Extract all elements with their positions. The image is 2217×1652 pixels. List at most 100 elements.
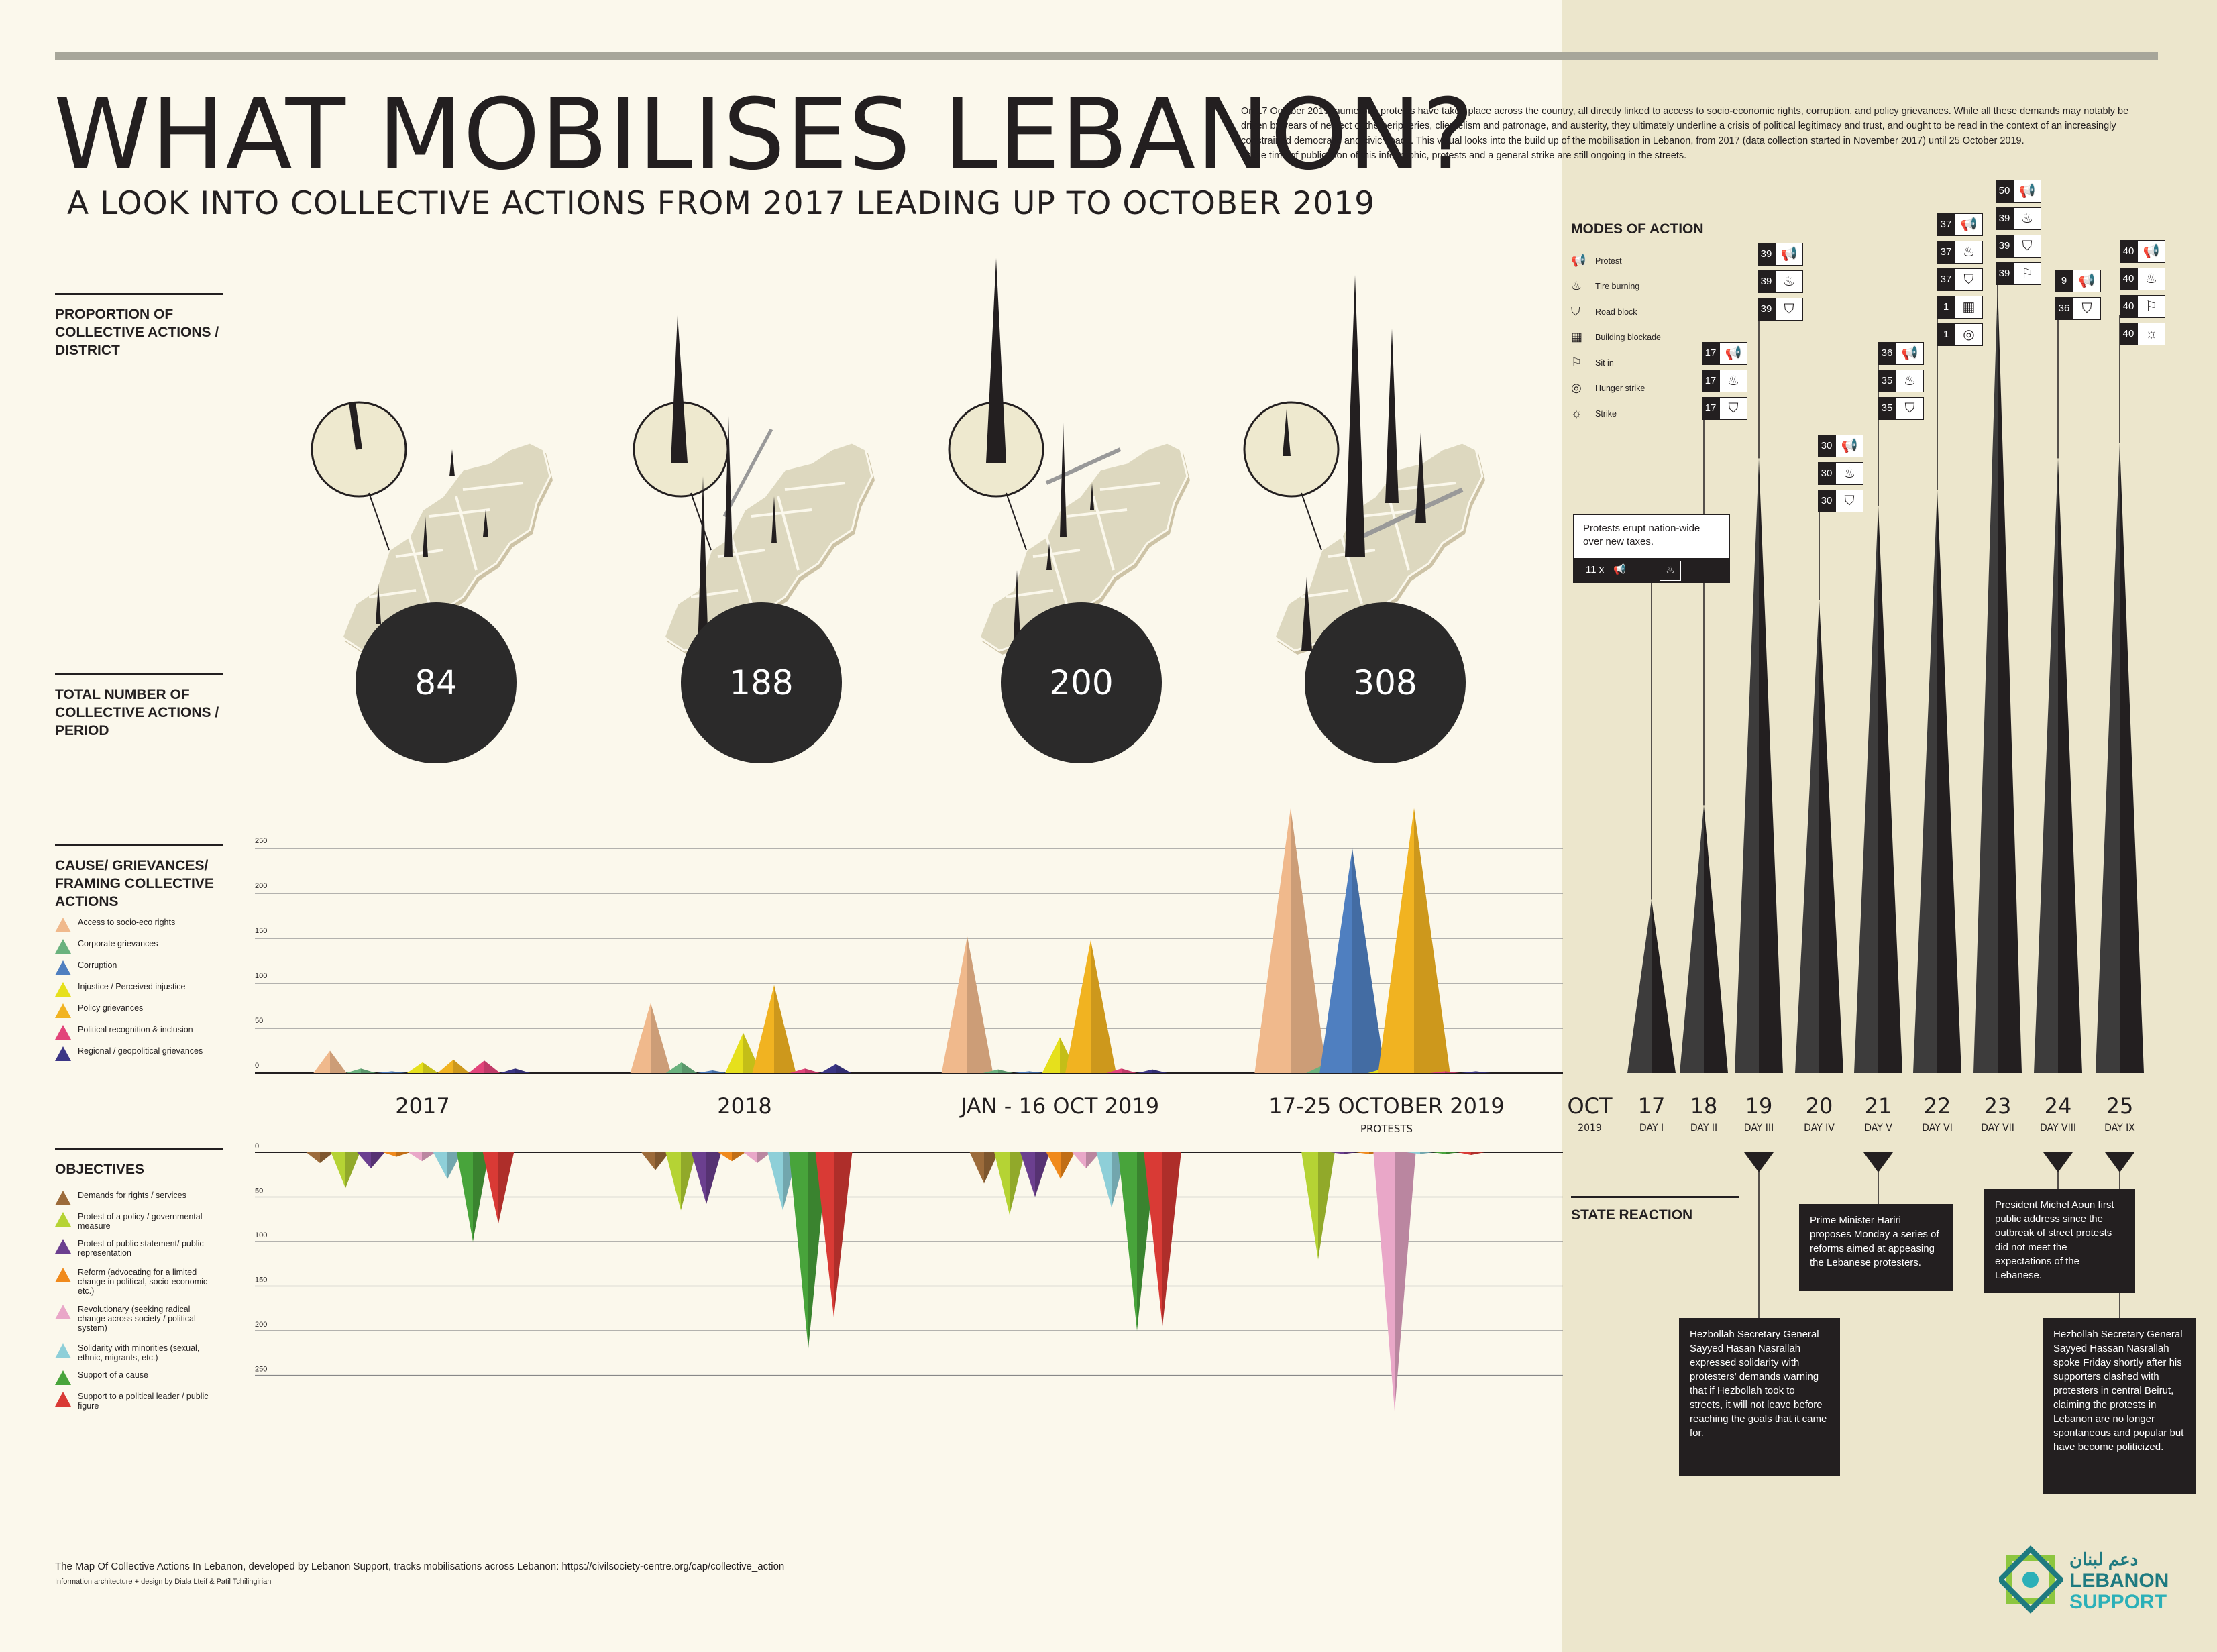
- modes-legend-label: Sit in: [1595, 358, 1614, 368]
- objective-peak-2-7: [1144, 1152, 1162, 1327]
- cause-tick-label: 100: [255, 972, 267, 980]
- top-rule: [55, 52, 2158, 60]
- mode-count-box: 30 📢: [1818, 435, 1863, 457]
- cause-peak-shade-0-3: [423, 1062, 439, 1073]
- cause-peak-1-1: [665, 1062, 682, 1073]
- mode-count-value: 37: [1937, 268, 1955, 291]
- day-spike-2: [1735, 458, 1759, 1073]
- objective-peak-shade-1-6: [808, 1152, 828, 1349]
- period-label-2017: 2017: [395, 1093, 450, 1119]
- objective-legend-label: Support to a political leader / public f…: [78, 1392, 209, 1411]
- cause-peak-shade-3-6: [1476, 1071, 1491, 1073]
- objective-legend-label: Reform (advocating for a limited change …: [78, 1268, 208, 1296]
- day-spike-0: [1627, 899, 1652, 1073]
- objective-peak-shade-2-4: [1086, 1152, 1100, 1168]
- day-spike-shade-2: [1759, 458, 1783, 1073]
- cause-peak-shade-2-4: [1091, 940, 1116, 1073]
- objective-peak-shade-2-3: [1061, 1152, 1075, 1179]
- mode-icon: ⚐: [2013, 262, 2041, 285]
- section-proportion: PROPORTION OF COLLECTIVE ACTIONS / DISTR…: [55, 293, 229, 360]
- objective-peak-shade-1-7: [834, 1152, 853, 1318]
- lebanon-support-logo: دعم لبنان LEBANON SUPPORT: [1996, 1543, 2169, 1620]
- objective-peak-3-1: [1301, 1152, 1318, 1260]
- objective-peak-2-5: [1096, 1152, 1112, 1208]
- mode-count-box: 39 ♨: [1758, 270, 1803, 293]
- section-objectives: OBJECTIVES: [55, 1148, 223, 1178]
- day-spike-shade-4: [1878, 506, 1902, 1073]
- mode-icon: ♨: [1896, 370, 1924, 392]
- objective-peak-shade-0-2: [371, 1152, 385, 1168]
- day-subtitle: DAY III: [1743, 1123, 1774, 1134]
- cause-peak-shade-1-2: [712, 1070, 728, 1073]
- objective-peak-shade-0-4: [422, 1152, 436, 1162]
- day-label: 22 DAY VI: [1900, 1093, 1974, 1134]
- triangle-icon: [55, 1305, 71, 1319]
- mode-icon: ⚐: [2137, 295, 2165, 318]
- day-number: 17: [1637, 1093, 1666, 1119]
- objective-peak-shade-2-2: [1035, 1152, 1050, 1197]
- objective-peak-3-7: [1457, 1152, 1471, 1155]
- cause-peak-2-2: [1014, 1071, 1029, 1073]
- total-oct-2019: 308: [1305, 602, 1466, 763]
- modes-legend-item: ♨ Tire burning: [1571, 279, 1639, 294]
- mode-count-value: 1: [1937, 323, 1955, 346]
- modes-legend-item: ◎ Hunger strike: [1571, 381, 1645, 396]
- period-label-2018: 2018: [717, 1093, 772, 1119]
- objective-peak-shade-1-4: [757, 1152, 771, 1163]
- objective-legend-label: Support of a cause: [78, 1370, 148, 1380]
- cause-peak-1-5: [790, 1068, 805, 1073]
- mode-count-value: 39: [1758, 270, 1775, 293]
- mode-count-value: 40: [2120, 240, 2137, 263]
- mode-count-box: 36 ⛉: [2055, 297, 2101, 320]
- state-reaction-marker-0: [1744, 1152, 1774, 1172]
- triangle-icon: [55, 1191, 71, 1205]
- section-modes: MODES OF ACTION: [1571, 221, 1704, 237]
- footer-credits: Information architecture + design by Dia…: [55, 1578, 272, 1586]
- map-oct-2019: [1243, 275, 1486, 656]
- page-subtitle: A LOOK INTO COLLECTIVE ACTIONS FROM 2017…: [67, 185, 1376, 222]
- mode-count-value: 39: [1758, 298, 1775, 321]
- mode-count-box: 17 ⛉: [1702, 397, 1747, 420]
- triangle-icon: [55, 1343, 71, 1358]
- mode-count-box: 39 ⚐: [1996, 262, 2041, 285]
- modes-legend-label: Road block: [1595, 307, 1637, 317]
- objective-peak-0-5: [433, 1152, 447, 1179]
- objective-tick-label: 100: [255, 1231, 267, 1240]
- cause-tick-label: 200: [255, 882, 267, 890]
- mode-icon: ♨: [1719, 370, 1747, 392]
- objective-peak-2-3: [1046, 1152, 1061, 1179]
- mode-count-value: 17: [1702, 370, 1719, 392]
- objective-peak-3-4: [1373, 1152, 1395, 1411]
- objective-peak-3-5: [1406, 1152, 1420, 1154]
- cause-peak-shade-3-2: [1352, 848, 1385, 1073]
- objective-tick-label: 150: [255, 1276, 267, 1284]
- objective-peak-shade-3-5: [1420, 1152, 1434, 1154]
- triangle-icon: [55, 918, 71, 932]
- triangle-icon: [55, 1025, 71, 1040]
- mode-icon: ⛉: [1719, 397, 1747, 420]
- total-2018: 188: [681, 602, 842, 763]
- cause-peak-shade-2-2: [1029, 1071, 1044, 1073]
- day-spike-shade-0: [1652, 899, 1676, 1073]
- state-reaction-19: Hezbollah Secretary General Sayyed Hasan…: [1679, 1318, 1840, 1476]
- objective-peak-1-0: [641, 1152, 655, 1170]
- section-state: STATE REACTION: [1571, 1207, 1693, 1223]
- mode-count-value: 1: [1937, 296, 1955, 319]
- period-label-oct-2019: 17-25 OCTOBER 2019 PROTESTS: [1268, 1093, 1505, 1135]
- mode-icon: 📢: [1835, 435, 1863, 457]
- day-label: 17 DAY I: [1615, 1093, 1688, 1134]
- mode-count-value: 37: [1937, 241, 1955, 264]
- mode-icon: 📢: [2073, 270, 2101, 292]
- mode-icon: 📢: [1775, 243, 1803, 266]
- day-label: 18 DAY II: [1667, 1093, 1741, 1134]
- day1-callout: Protests erupt nation-wide over new taxe…: [1573, 514, 1730, 583]
- objective-peak-shade-2-7: [1162, 1152, 1181, 1327]
- mode-count-value: 9: [2055, 270, 2073, 292]
- mode-count-box: 39 📢: [1758, 243, 1803, 266]
- mode-count-box: 17 📢: [1702, 342, 1747, 365]
- objective-peak-shade-0-1: [345, 1152, 360, 1189]
- mode-count-box: 40 ♨: [2120, 268, 2165, 290]
- mode-count-value: 30: [1818, 435, 1835, 457]
- objective-legend-label: Protest of a policy / governmental measu…: [78, 1212, 203, 1231]
- day-spike-shade-6: [1998, 285, 2022, 1073]
